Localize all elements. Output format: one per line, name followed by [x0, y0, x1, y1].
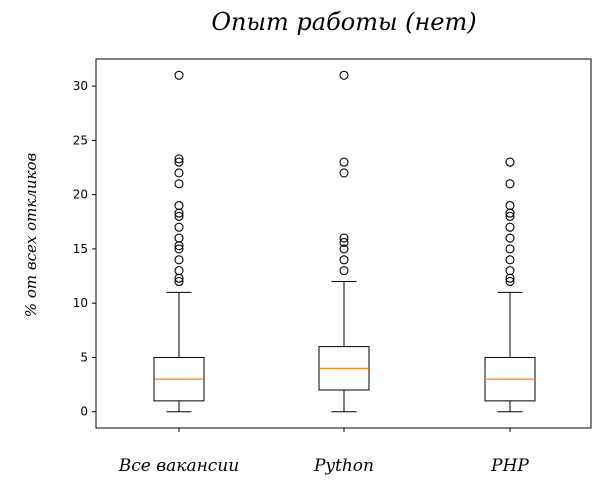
x-tick-label: Все вакансии	[118, 456, 239, 476]
y-tick-label: 5	[80, 350, 88, 364]
outlier-point	[339, 70, 349, 80]
outlier-point	[505, 222, 515, 232]
outlier-point	[339, 255, 349, 265]
outlier-point	[174, 154, 184, 164]
x-axis: Все вакансии Python PHP	[118, 428, 529, 476]
outlier-point	[505, 179, 515, 189]
outlier-point	[339, 244, 349, 254]
outlier-point	[505, 233, 515, 243]
outlier-point	[505, 157, 515, 167]
outlier-point	[339, 168, 349, 178]
box-2	[318, 70, 370, 413]
outlier-point	[174, 244, 184, 254]
outlier-point	[505, 255, 515, 265]
plot-frame	[95, 58, 592, 429]
y-tick-label: 20	[73, 188, 88, 202]
y-tick-label: 10	[73, 296, 88, 310]
outlier-point	[174, 222, 184, 232]
outlier-point	[339, 157, 349, 167]
outlier-point	[174, 266, 184, 276]
outlier-point	[505, 266, 515, 276]
x-tick-label: PHP	[490, 456, 529, 476]
chart-title: Опыт работы (нет)	[211, 8, 476, 36]
outlier-point	[174, 179, 184, 189]
outlier-point	[174, 168, 184, 178]
y-tick-label: 15	[73, 242, 88, 256]
outlier-point	[339, 237, 349, 247]
box-group	[153, 70, 536, 413]
outlier-point	[505, 244, 515, 254]
outlier-point	[505, 276, 515, 287]
outlier-point	[174, 233, 184, 243]
outlier-point	[174, 200, 184, 211]
y-tick-label: 25	[73, 133, 88, 147]
outlier-point	[174, 157, 184, 167]
outlier-point	[174, 276, 184, 287]
y-axis: 0 5 10 15 20 25 30	[73, 79, 96, 419]
y-tick-label: 0	[80, 405, 88, 419]
outlier-point	[339, 266, 349, 276]
outlier-point	[174, 70, 184, 80]
box-1	[153, 70, 205, 413]
box-3	[484, 157, 536, 413]
outlier-point	[174, 211, 184, 221]
y-tick-label: 30	[73, 79, 88, 93]
y-axis-label: % от всех откликов	[22, 153, 40, 318]
outlier-point	[339, 233, 349, 243]
outlier-point	[174, 255, 184, 265]
outlier-point	[505, 200, 515, 211]
x-tick-label: Python	[313, 456, 374, 476]
outlier-point	[505, 211, 515, 221]
